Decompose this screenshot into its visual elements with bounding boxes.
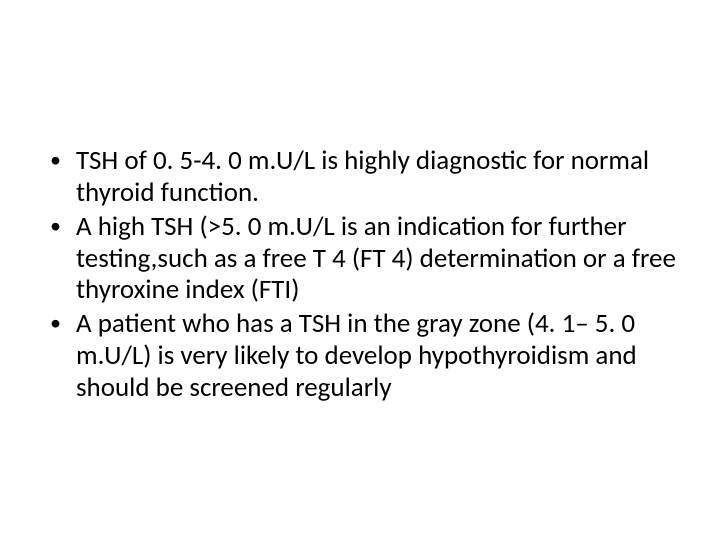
list-item: A high TSH (>5. 0 m.U/L is an indication… (40, 211, 680, 307)
list-item: A patient who has a TSH in the gray zone… (40, 308, 680, 404)
slide: TSH of 0. 5-4. 0 m.U/L is highly diagnos… (0, 0, 720, 540)
bullet-list: TSH of 0. 5-4. 0 m.U/L is highly diagnos… (40, 145, 680, 404)
bullet-text: TSH of 0. 5-4. 0 m.U/L is highly diagnos… (76, 144, 649, 209)
bullet-text: A high TSH (>5. 0 m.U/L is an indication… (76, 210, 676, 307)
list-item: TSH of 0. 5-4. 0 m.U/L is highly diagnos… (40, 145, 680, 209)
bullet-text: A patient who has a TSH in the gray zone… (76, 307, 637, 404)
